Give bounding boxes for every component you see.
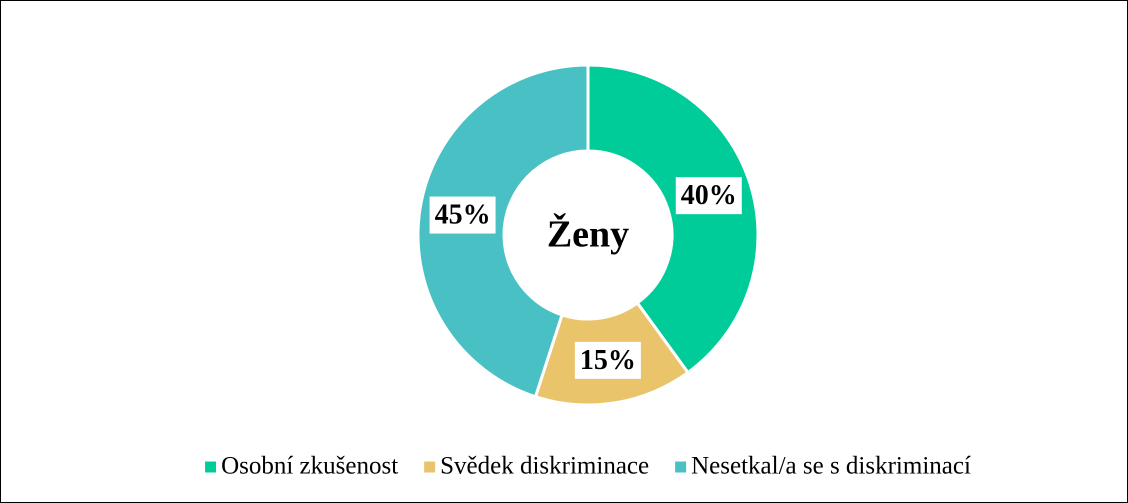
legend-swatch	[675, 461, 687, 473]
data-label: 40%	[681, 180, 737, 211]
legend-label: Svědek diskriminace	[440, 453, 649, 480]
data-label-box	[574, 341, 641, 379]
donut-segment	[416, 63, 590, 399]
chart-title: Ženy	[547, 214, 629, 256]
legend-label: Osobní zkušenost	[221, 453, 398, 480]
legend-swatch	[205, 461, 217, 473]
data-label-box	[429, 196, 496, 234]
data-label: 45%	[435, 200, 491, 231]
legend-swatch	[424, 461, 436, 473]
data-label: 15%	[580, 345, 636, 376]
data-label-box	[675, 177, 742, 215]
legend-label: Nesetkal/a se s diskriminací	[691, 453, 971, 480]
donut-segment	[586, 63, 760, 375]
